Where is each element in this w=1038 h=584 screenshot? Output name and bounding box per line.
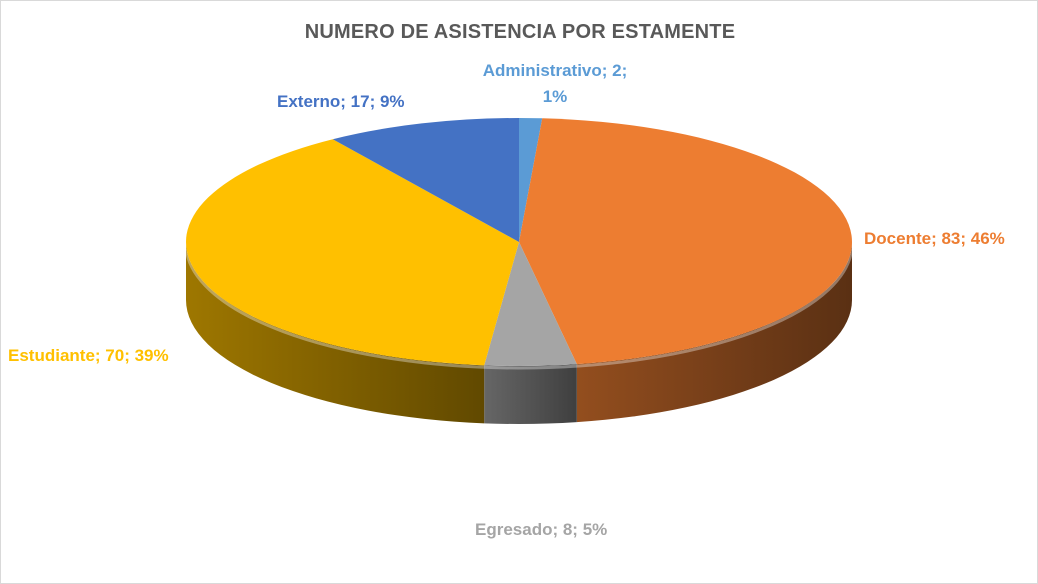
data-label-estudiante: Estudiante; 70; 39%	[8, 346, 169, 365]
pie-slice-estudiante	[186, 139, 519, 366]
data-label-administrativo-line1: Administrativo; 2;	[482, 61, 628, 80]
pie-side-docente	[576, 242, 853, 423]
pie-side-estudiante	[186, 242, 485, 424]
data-label-administrativo: Administrativo; 2; 1%	[467, 58, 643, 110]
data-label-docente: Docente; 83; 46%	[864, 229, 1005, 248]
pie-rim-highlight	[184, 243, 854, 370]
pie-side-egresado	[484, 364, 577, 424]
pie-slice-docente	[519, 118, 852, 365]
data-label-administrativo-line2: 1%	[542, 87, 568, 106]
data-label-egresado: Egresado; 8; 5%	[475, 520, 608, 539]
pie-slice-administrativo	[519, 118, 543, 242]
pie-slice-externo	[332, 118, 519, 242]
pie-slice-egresado	[484, 242, 577, 366]
chart-title: NUMERO DE ASISTENCIA POR ESTAMENTE	[304, 21, 736, 43]
data-label-externo: Externo; 17; 9%	[277, 92, 405, 111]
